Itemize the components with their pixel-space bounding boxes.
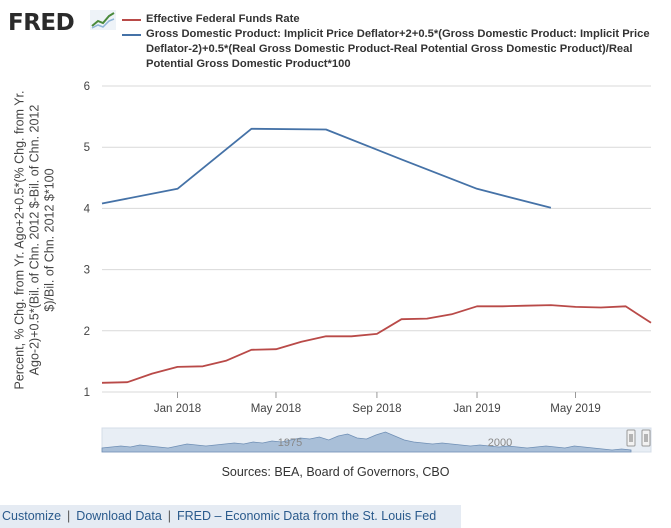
legend-swatch-fed-funds <box>122 19 141 21</box>
fred-sparkline-icon <box>90 10 116 30</box>
navigator-handle-right[interactable] <box>641 429 651 447</box>
legend-item-gdp-rule[interactable]: Gross Domestic Product: Implicit Price D… <box>122 27 662 72</box>
y-tick-label: 3 <box>84 265 90 277</box>
x-tick-label: Sep 2018 <box>352 403 401 415</box>
y-tick-label: 1 <box>84 387 90 399</box>
footer-separator: | <box>167 509 172 523</box>
navigator-label: 1975 <box>278 437 302 449</box>
legend-label-gdp-rule: Gross Domestic Product: Implicit Price D… <box>146 28 650 70</box>
x-tick-label: Jan 2019 <box>453 403 500 415</box>
navigator-label: 2000 <box>488 437 512 449</box>
fred-logo[interactable]: FRED <box>8 10 75 36</box>
footer-bar: Customize | Download Data | FRED – Economic … <box>0 505 461 528</box>
legend-item-fed-funds[interactable]: Effective Federal Funds Rate <box>122 12 662 27</box>
x-tick-label: Jan 2018 <box>154 403 201 415</box>
series-line-fed-funds <box>101 304 652 384</box>
legend-label-fed-funds: Effective Federal Funds Rate <box>146 13 300 25</box>
x-tick-label: May 2018 <box>251 403 302 415</box>
navigator-area <box>101 431 632 453</box>
x-tick-label: May 2019 <box>550 403 601 415</box>
sources-note: Sources: BEA, Board of Governors, CBO <box>221 465 450 479</box>
chart-legend: Effective Federal Funds Rate Gross Domes… <box>122 12 662 72</box>
plot-background <box>102 86 651 392</box>
navigator-handle-left[interactable] <box>626 429 636 447</box>
y-tick-label: 4 <box>84 203 91 215</box>
series-line-gdp-rule <box>101 127 552 209</box>
chart-area[interactable]: 1 2 3 4 5 6 Jan 2018 May 2018 Sep 2018 Jan 2019 Ma… <box>0 0 671 505</box>
legend-swatch-gdp-rule <box>122 34 141 36</box>
y-tick-label: 6 <box>84 81 90 93</box>
footer-separator: | <box>67 509 71 523</box>
y-tick-label: 5 <box>84 142 90 154</box>
customize-link[interactable]: Customize <box>2 509 62 523</box>
y-tick-label: 2 <box>84 326 90 338</box>
fred-home-link[interactable]: FRED – Economic Data from the St. Louis … <box>177 509 437 523</box>
download-data-link[interactable]: Download Data <box>76 509 162 523</box>
